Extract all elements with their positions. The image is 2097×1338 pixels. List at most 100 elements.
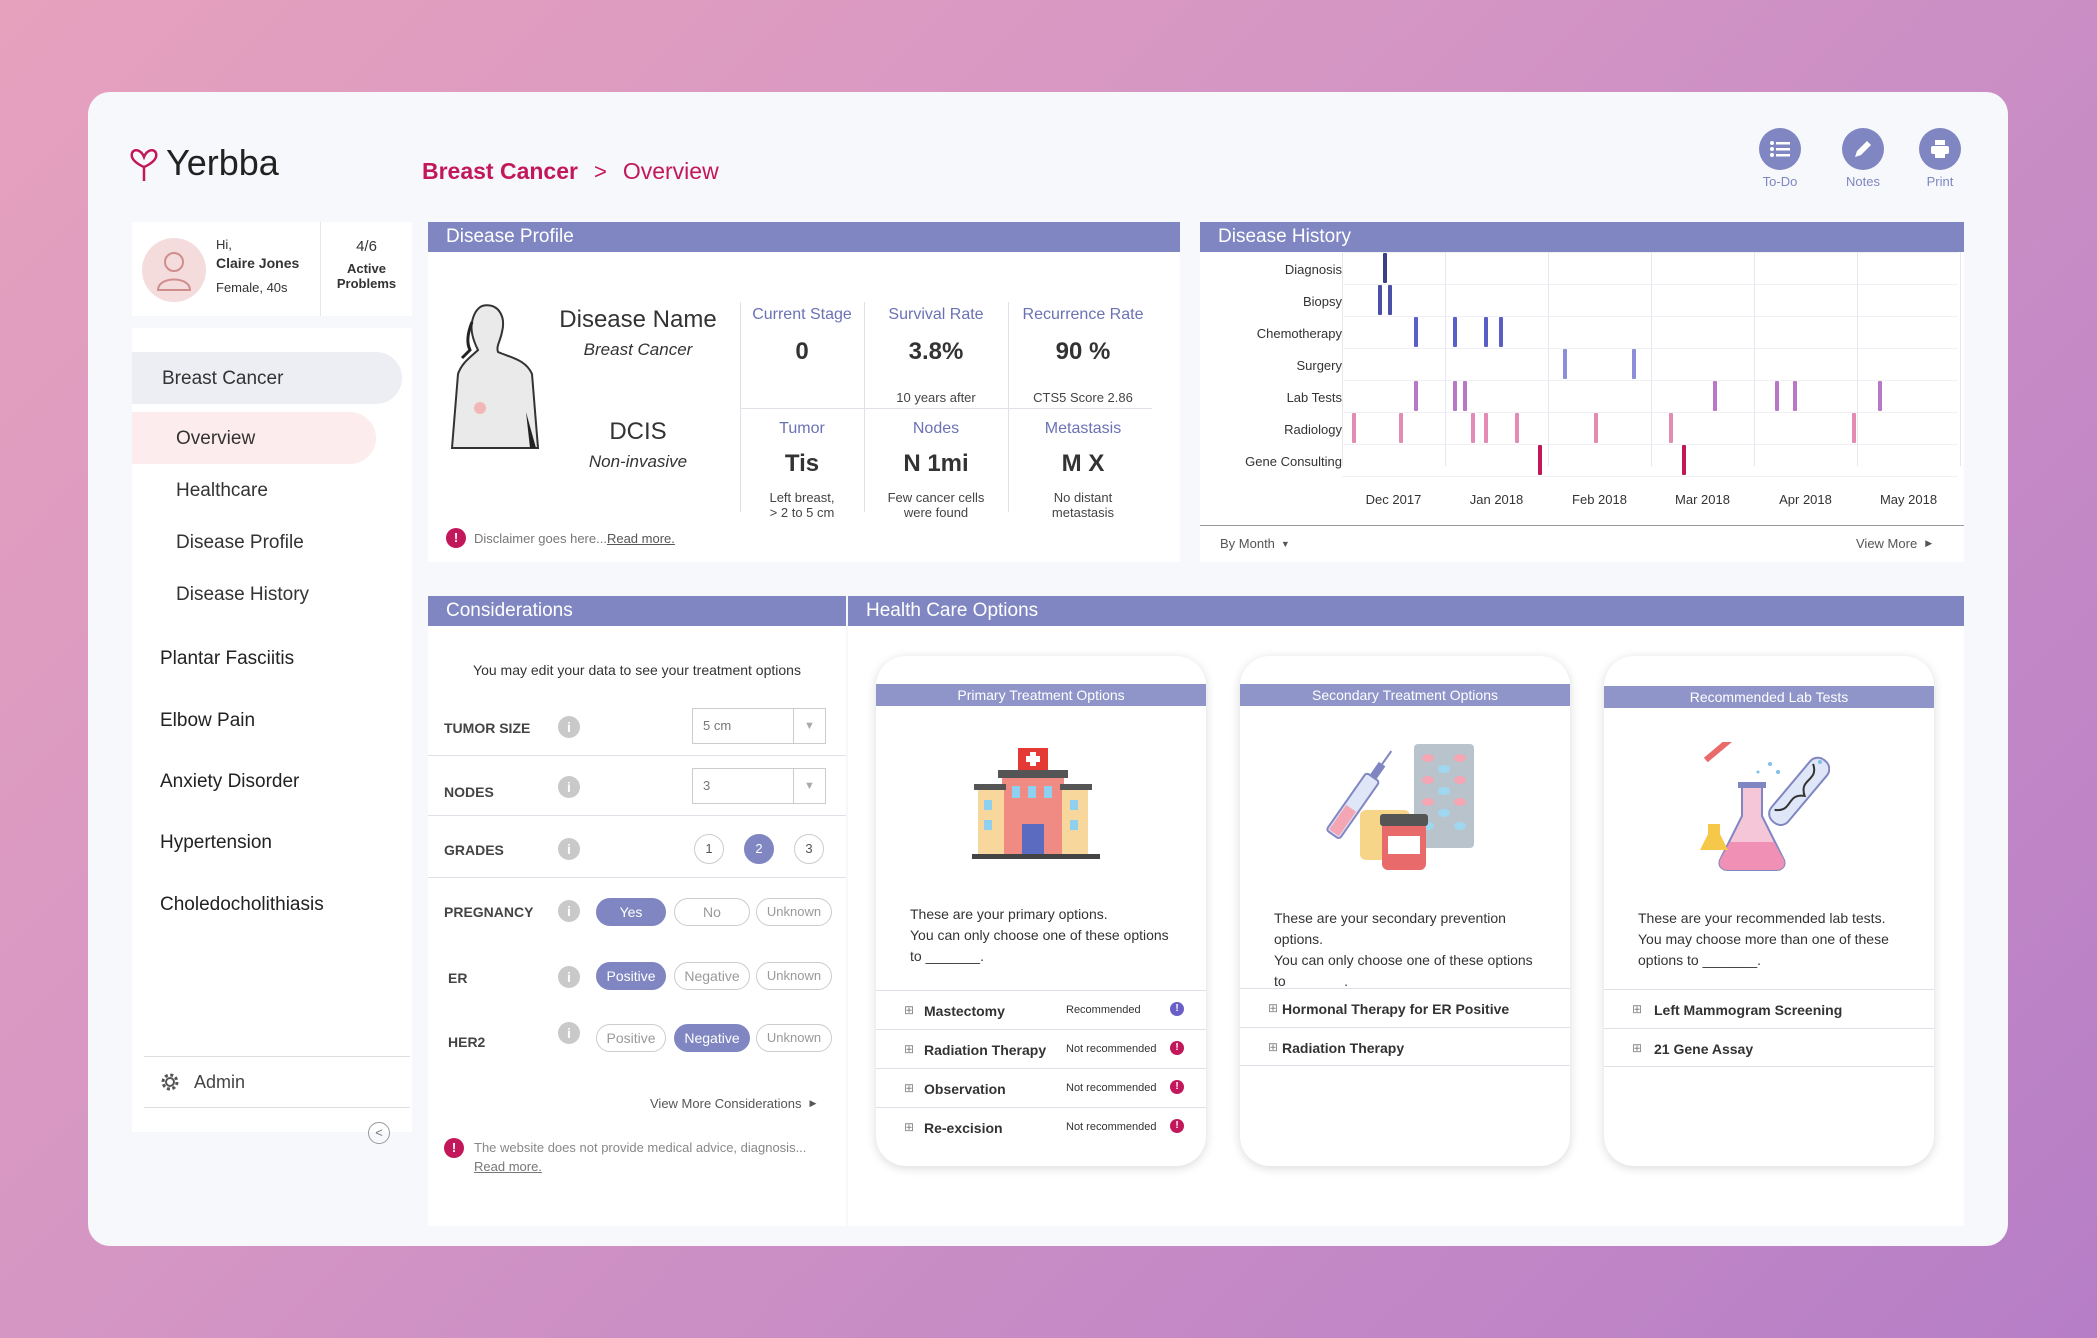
print-button[interactable]: Print bbox=[1910, 128, 1970, 189]
info-icon[interactable]: i bbox=[558, 966, 580, 988]
history-event-marker[interactable] bbox=[1563, 349, 1568, 379]
history-event-marker[interactable] bbox=[1388, 285, 1393, 315]
metric-recurrence-rate: Recurrence Rate 90 % CTS5 Score 2.86 bbox=[1008, 306, 1158, 405]
view-more-history-link[interactable]: View More ▶ bbox=[1856, 536, 1932, 551]
history-event-marker[interactable] bbox=[1414, 381, 1419, 411]
sidebar-item-choledocholithiasis[interactable]: Choledocholithiasis bbox=[160, 894, 324, 915]
grade-option-2[interactable]: 2 bbox=[744, 834, 774, 864]
history-event-marker[interactable] bbox=[1484, 317, 1489, 347]
sidebar-item-hypertension[interactable]: Hypertension bbox=[160, 832, 272, 853]
er-positive-option[interactable]: Positive bbox=[596, 962, 666, 990]
chevron-down-icon: ▼ bbox=[793, 769, 825, 803]
grade-option-1[interactable]: 1 bbox=[694, 834, 724, 864]
info-icon[interactable]: i bbox=[558, 900, 580, 922]
her2-negative-option[interactable]: Negative bbox=[674, 1024, 750, 1052]
metric-subtext: Left breast, > 2 to 5 cm bbox=[769, 490, 835, 520]
pregnancy-no-option[interactable]: No bbox=[674, 898, 750, 926]
todo-button[interactable]: To-Do bbox=[1750, 128, 1810, 189]
history-event-marker[interactable] bbox=[1877, 381, 1882, 411]
avatar[interactable] bbox=[142, 238, 206, 302]
sidebar-item-elbow-pain[interactable]: Elbow Pain bbox=[160, 710, 256, 731]
collapse-sidebar-icon[interactable]: < bbox=[368, 1122, 390, 1144]
history-row-label: Chemotherapy bbox=[1256, 326, 1342, 341]
expand-icon: ⊞ bbox=[1268, 1001, 1279, 1015]
app-name: Yerbba bbox=[166, 142, 279, 183]
option-hormonal-therapy[interactable]: ⊞ Hormonal Therapy for ER Positive bbox=[1240, 988, 1570, 1027]
sidebar-item-anxiety-disorder[interactable]: Anxiety Disorder bbox=[160, 771, 300, 792]
history-event-marker[interactable] bbox=[1470, 413, 1475, 443]
history-event-marker[interactable] bbox=[1712, 381, 1717, 411]
medical-disclaimer: ! The website does not provide medical a… bbox=[444, 1138, 806, 1176]
sidebar-subitem-disease-profile[interactable]: Disease Profile bbox=[176, 532, 304, 553]
sidebar-subitem-disease-history[interactable]: Disease History bbox=[176, 584, 310, 605]
view-more-considerations-link[interactable]: View More Considerations ▶ bbox=[650, 1096, 816, 1111]
user-greeting: Hi, bbox=[216, 237, 232, 252]
info-icon[interactable]: i bbox=[558, 716, 580, 738]
caret-right-icon: ▶ bbox=[1925, 538, 1933, 548]
history-event-marker[interactable] bbox=[1632, 349, 1637, 379]
problems-label-line1: Active bbox=[346, 261, 387, 276]
history-event-marker[interactable] bbox=[1594, 413, 1599, 443]
sidebar-item-plantar-fasciitis[interactable]: Plantar Fasciitis bbox=[160, 648, 295, 669]
history-event-marker[interactable] bbox=[1681, 445, 1686, 475]
option-radiation-therapy-secondary[interactable]: ⊞ Radiation Therapy bbox=[1240, 1027, 1570, 1066]
er-row: ER i Positive Negative Unknown bbox=[428, 946, 846, 1006]
logo[interactable]: Yerbba bbox=[128, 142, 279, 184]
info-icon[interactable]: i bbox=[558, 1022, 580, 1044]
sidebar-subitem-overview[interactable]: Overview bbox=[132, 412, 376, 464]
history-event-marker[interactable] bbox=[1378, 285, 1383, 315]
option-observation[interactable]: ⊞ Observation Not recommended! bbox=[876, 1068, 1206, 1107]
history-event-marker[interactable] bbox=[1484, 413, 1489, 443]
option-21-gene-assay[interactable]: ⊞ 21 Gene Assay bbox=[1604, 1028, 1934, 1067]
desc-line: You can only choose one of these options bbox=[1274, 952, 1533, 968]
option-re-excision[interactable]: ⊞ Re-excision Not recommended! bbox=[876, 1107, 1206, 1146]
nodes-select[interactable]: 3 ▼ bbox=[692, 768, 826, 804]
pregnancy-yes-option[interactable]: Yes bbox=[596, 898, 666, 926]
read-more-link[interactable]: Read more. bbox=[474, 1159, 542, 1174]
option-radiation-therapy[interactable]: ⊞ Radiation Therapy Not recommended! bbox=[876, 1029, 1206, 1068]
history-event-marker[interactable] bbox=[1414, 317, 1419, 347]
problems-count: 4/6 bbox=[356, 238, 377, 255]
tumor-size-select[interactable]: 5 cm ▼ bbox=[692, 708, 826, 744]
grade-option-3[interactable]: 3 bbox=[794, 834, 824, 864]
er-unknown-option[interactable]: Unknown bbox=[756, 962, 832, 990]
option-mastectomy[interactable]: ⊞ Mastectomy Recommended! bbox=[876, 990, 1206, 1029]
history-event-marker[interactable] bbox=[1352, 413, 1357, 443]
history-event-marker[interactable] bbox=[1515, 413, 1520, 443]
history-event-marker[interactable] bbox=[1453, 381, 1458, 411]
pregnancy-unknown-option[interactable]: Unknown bbox=[756, 898, 832, 926]
her2-unknown-option[interactable]: Unknown bbox=[756, 1024, 832, 1052]
desc-line: to _______. bbox=[1274, 973, 1348, 989]
history-event-marker[interactable] bbox=[1498, 317, 1503, 347]
metric-value: 0 bbox=[795, 338, 809, 365]
history-event-marker[interactable] bbox=[1453, 317, 1458, 347]
history-event-marker[interactable] bbox=[1774, 381, 1779, 411]
read-more-link[interactable]: Read more. bbox=[606, 530, 675, 546]
breadcrumb-section[interactable]: Breast Cancer bbox=[422, 158, 578, 184]
history-event-marker[interactable] bbox=[1398, 413, 1403, 443]
desc-line: You can only choose one of these options bbox=[910, 927, 1169, 943]
history-event-marker[interactable] bbox=[1851, 413, 1856, 443]
admin-button[interactable]: Admin bbox=[144, 1056, 410, 1108]
view-more-label: View More bbox=[1856, 536, 1918, 551]
option-name: 21 Gene Assay bbox=[1654, 1041, 1754, 1057]
metric-value: 90 % bbox=[1055, 338, 1111, 365]
option-name: Radiation Therapy bbox=[924, 1042, 1047, 1058]
history-event-marker[interactable] bbox=[1793, 381, 1798, 411]
history-event-marker[interactable] bbox=[1383, 253, 1388, 283]
history-month-label: Mar 2018 bbox=[1675, 492, 1730, 507]
er-negative-option[interactable]: Negative bbox=[674, 962, 750, 990]
metric-label: Metastasis bbox=[1044, 420, 1122, 437]
notes-button[interactable]: Notes bbox=[1833, 128, 1893, 189]
info-icon[interactable]: i bbox=[558, 838, 580, 860]
history-event-marker[interactable] bbox=[1537, 445, 1542, 475]
sidebar-subitem-healthcare[interactable]: Healthcare bbox=[176, 480, 268, 501]
by-month-dropdown[interactable]: By Month ▼ bbox=[1220, 536, 1290, 551]
sidebar-item-breast-cancer[interactable]: Breast Cancer bbox=[132, 352, 402, 404]
metric-value: M X bbox=[1061, 450, 1105, 477]
history-event-marker[interactable] bbox=[1668, 413, 1673, 443]
history-event-marker[interactable] bbox=[1462, 381, 1467, 411]
info-icon[interactable]: i bbox=[558, 776, 580, 798]
her2-positive-option[interactable]: Positive bbox=[596, 1024, 666, 1052]
option-left-mammogram[interactable]: ⊞ Left Mammogram Screening bbox=[1604, 989, 1934, 1028]
